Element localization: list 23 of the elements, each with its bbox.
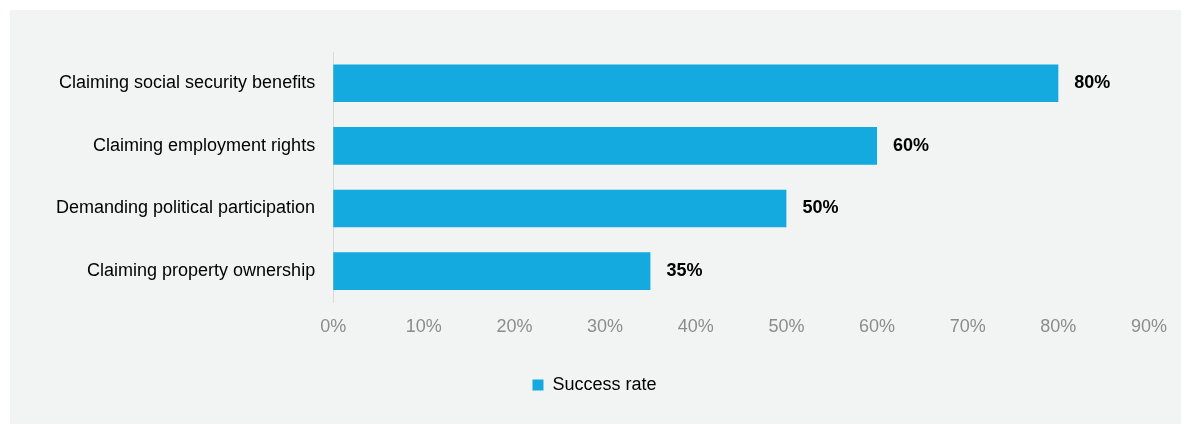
x-tick-label: 70%: [949, 316, 986, 337]
x-tick-label: 20%: [496, 316, 533, 337]
legend-label: Success rate: [552, 373, 657, 394]
data-label: 50%: [802, 197, 839, 218]
bar: [333, 64, 1059, 103]
x-tick-label: 60%: [859, 316, 896, 337]
x-tick-label: 10%: [405, 316, 442, 337]
x-tick-label: 40%: [677, 316, 714, 337]
bar: [333, 252, 651, 290]
data-label: 60%: [893, 134, 930, 155]
y-tick-label: Claiming employment rights: [93, 134, 316, 155]
y-tick-label: Demanding political participation: [55, 197, 316, 218]
bar: [333, 189, 787, 228]
data-label: 80%: [1074, 72, 1111, 93]
y-tick-label: Claiming social security benefits: [59, 72, 316, 93]
x-tick-label: 0%: [320, 316, 347, 337]
x-tick-label: 90%: [1130, 316, 1167, 337]
bar: [333, 127, 878, 165]
x-tick-label: 30%: [587, 316, 624, 337]
y-tick-label: Claiming property ownership: [87, 260, 316, 281]
data-label: 35%: [666, 260, 703, 281]
x-tick-label: 50%: [768, 316, 805, 337]
x-tick-label: 80%: [1040, 316, 1077, 337]
